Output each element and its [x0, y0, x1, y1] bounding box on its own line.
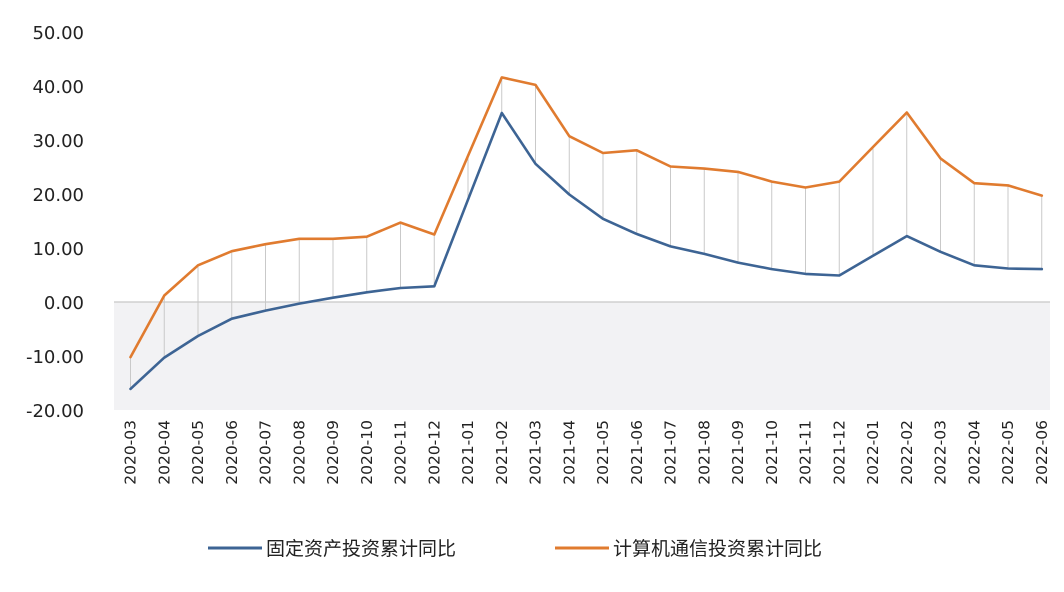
y-tick-label: 0.00 [44, 293, 84, 314]
series-line-1 [129, 76, 1044, 359]
y-tick-label: 10.00 [32, 239, 84, 260]
series-lines [129, 76, 1044, 391]
series-gap-lines [130, 77, 1043, 389]
x-tick-label: 2020-06 [223, 420, 241, 485]
x-tick-label: 2020-11 [392, 420, 410, 485]
x-tick-label: 2021-09 [729, 420, 747, 485]
x-tick-label: 2021-11 [797, 420, 815, 485]
x-tick-label: 2022-05 [999, 420, 1017, 485]
x-tick-label: 2020-05 [189, 420, 207, 485]
series-line-0 [129, 111, 1044, 391]
x-tick-label: 2021-06 [628, 420, 646, 485]
x-tick-label: 2020-04 [155, 420, 173, 485]
x-tick-label: 2020-08 [290, 420, 308, 485]
x-tick-label: 2020-03 [122, 420, 140, 485]
below-zero-band [114, 302, 1050, 410]
x-tick-label: 2020-07 [257, 420, 275, 485]
x-tick-label: 2022-01 [864, 420, 882, 485]
x-tick-label: 2021-10 [763, 420, 781, 485]
y-tick-label: -20.00 [26, 401, 84, 422]
y-tick-label: 40.00 [32, 77, 84, 98]
x-tick-label: 2021-01 [459, 420, 477, 485]
y-tick-label: -10.00 [26, 347, 84, 368]
x-tick-label: 2021-12 [830, 420, 848, 485]
x-tick-label: 2021-07 [662, 420, 680, 485]
x-tick-label: 2022-03 [932, 420, 950, 485]
y-tick-label: 20.00 [32, 185, 84, 206]
y-tick-label: 30.00 [32, 131, 84, 152]
x-tick-label: 2022-02 [898, 420, 916, 485]
legend: 固定资产投资累计同比 计算机通信投资累计同比 [208, 538, 822, 560]
x-tick-label: 2022-04 [965, 420, 983, 485]
x-tick-label: 2020-09 [324, 420, 342, 485]
x-tick-label: 2020-12 [425, 420, 443, 485]
y-tick-label: 50.00 [32, 23, 84, 44]
x-tick-label: 2021-08 [695, 420, 713, 485]
legend-label-computer-comm: 计算机通信投资累计同比 [613, 538, 822, 560]
x-tick-label: 2021-03 [527, 420, 545, 485]
legend-label-fixed-asset: 固定资产投资累计同比 [266, 538, 456, 560]
x-tick-label: 2021-02 [493, 420, 511, 485]
x-tick-label: 2022-06 [1033, 420, 1051, 485]
x-tick-label: 2020-10 [358, 420, 376, 485]
x-tick-label: 2021-05 [594, 420, 612, 485]
x-tick-label: 2021-04 [560, 420, 578, 485]
y-axis-ticks: 50.00 40.00 30.00 20.00 10.00 0.00 -10.00 -20.0… [26, 23, 84, 422]
x-axis-ticks: 2020-03 2020-04 2020-05 2020-06 2020-07 2020-… [122, 420, 1051, 485]
